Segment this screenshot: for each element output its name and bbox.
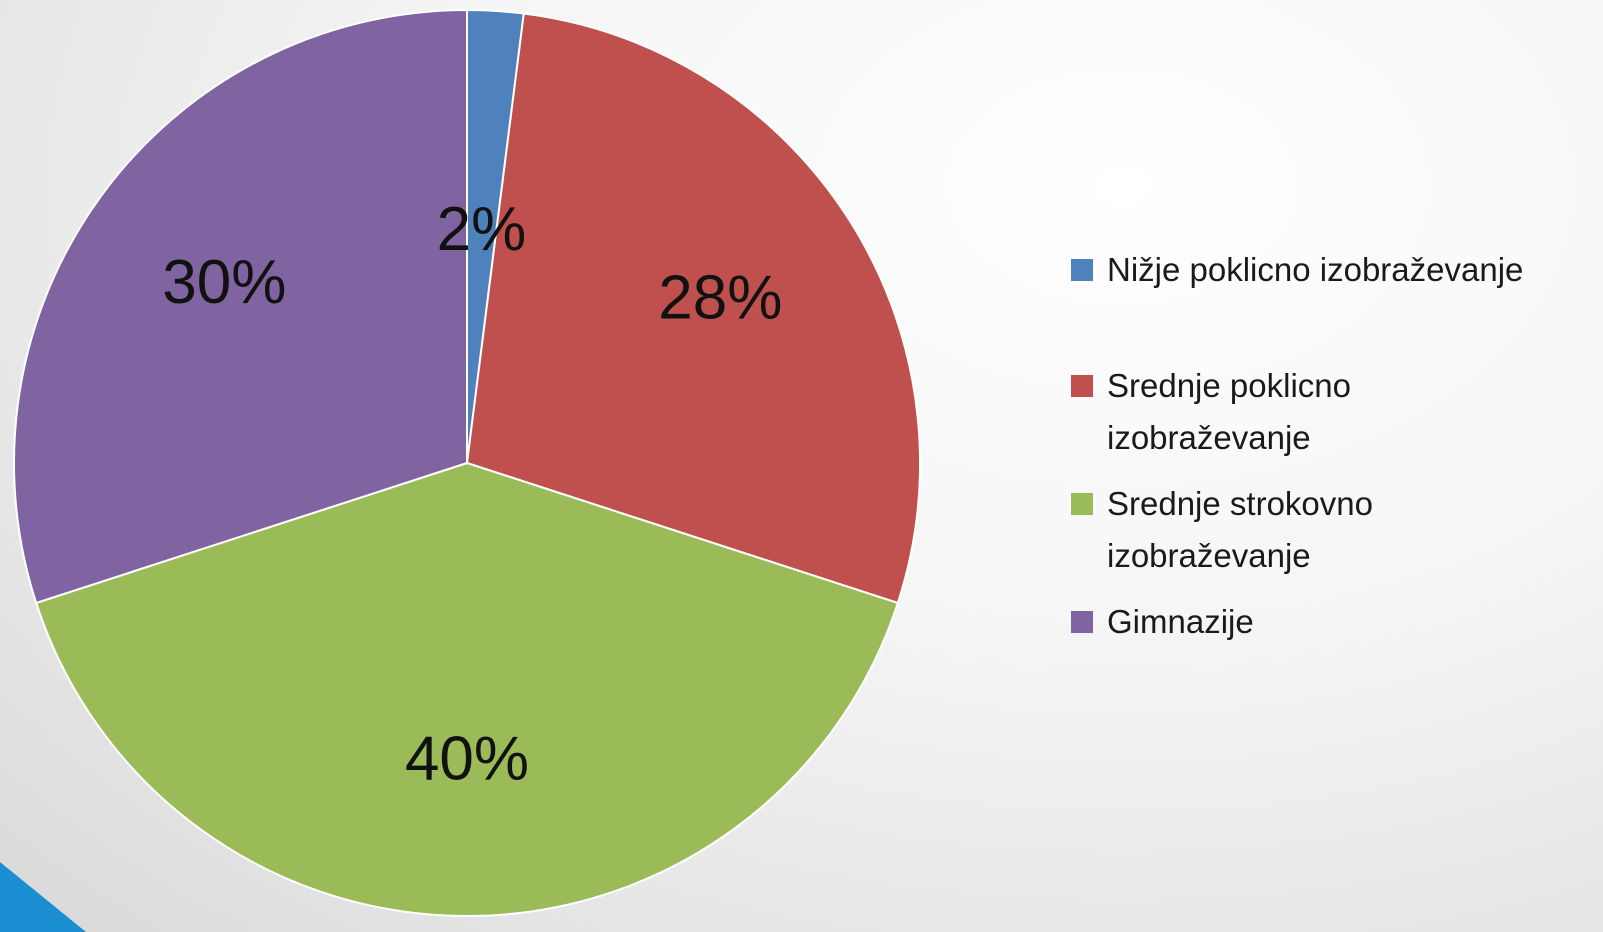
pie-slices bbox=[13, 8, 922, 917]
pie-data-label-4: 30% bbox=[162, 248, 286, 317]
legend-swatch bbox=[1071, 493, 1093, 515]
legend-label: Srednje poklicno izobraževanje bbox=[1107, 367, 1351, 456]
pie-slice-3 bbox=[34, 461, 900, 917]
pie-slice-4 bbox=[13, 8, 468, 605]
legend-swatch bbox=[1071, 259, 1093, 281]
chart-legend: Nižje poklicno izobraževanje Srednje pok… bbox=[1071, 244, 1603, 648]
legend-item-gimnazije: Gimnazije bbox=[1071, 596, 1603, 648]
pie-data-label-3: 40% bbox=[405, 724, 529, 793]
legend-label: Gimnazije bbox=[1107, 603, 1254, 640]
pie-data-label-2: 28% bbox=[658, 264, 782, 333]
legend-label: Nižje poklicno izobraževanje bbox=[1107, 251, 1524, 288]
legend-item-nizje-poklicno: Nižje poklicno izobraževanje bbox=[1071, 244, 1603, 296]
legend-swatch bbox=[1071, 611, 1093, 633]
pie-data-labels: 2% 28% 40% 30% bbox=[162, 195, 782, 794]
pie-slice-2 bbox=[465, 12, 922, 605]
legend-item-srednje-strokovno: Srednje strokovno izobraževanje bbox=[1071, 478, 1437, 582]
legend-item-srednje-poklicno: Srednje poklicno izobraževanje bbox=[1071, 360, 1407, 464]
legend-swatch bbox=[1071, 375, 1093, 397]
pie-data-label-1: 2% bbox=[437, 195, 527, 264]
legend-label: Srednje strokovno izobraževanje bbox=[1107, 485, 1373, 574]
